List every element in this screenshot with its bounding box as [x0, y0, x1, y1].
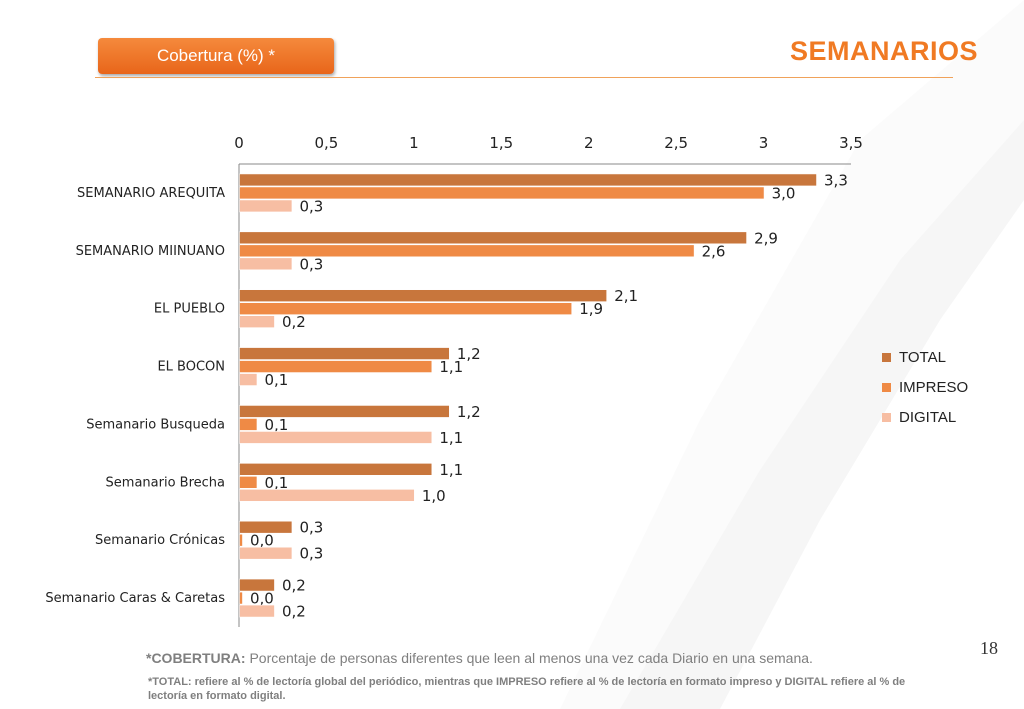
data-label: 0,2: [282, 313, 306, 331]
bar-total: [239, 289, 608, 302]
data-label: 3,0: [772, 184, 796, 202]
data-label: 3,3: [824, 171, 848, 189]
cobertura-term: *COBERTURA:: [146, 650, 246, 666]
x-tick-label: 0: [234, 134, 244, 152]
bar-digital: [239, 546, 293, 560]
category-label: Semanario Caras & Caretas: [45, 591, 225, 606]
category-label: Semanario Crónicas: [95, 533, 225, 548]
data-label: 1,2: [457, 403, 481, 421]
bar-digital: [239, 373, 258, 386]
x-tick-label: 1,5: [489, 134, 513, 152]
bar-impreso: [239, 533, 243, 547]
data-label: 2,9: [754, 229, 778, 247]
bar-impreso: [239, 476, 258, 489]
coverage-badge: Cobertura (%) *: [98, 38, 334, 74]
bar-total: [239, 173, 817, 187]
x-tick-label: 2,5: [664, 134, 688, 152]
category-label: EL BOCON: [157, 360, 225, 375]
legend-swatch: [882, 352, 891, 362]
category-label: Semanario Busqueda: [86, 417, 225, 432]
data-label: 0,0: [250, 532, 274, 550]
legend-label: IMPRESO: [899, 378, 969, 396]
category-label: SEMANARIO MIINUANO: [76, 244, 225, 259]
data-label: 2,1: [614, 287, 638, 305]
bar-impreso: [239, 244, 695, 258]
x-tick-label: 0,5: [314, 134, 338, 152]
x-tick-label: 2: [584, 134, 594, 152]
data-label: 1,1: [439, 461, 463, 479]
page-title: SEMANARIOS: [789, 36, 978, 66]
data-label: 0,2: [282, 577, 306, 595]
data-label: 1,1: [439, 358, 463, 376]
legend-swatch: [882, 382, 891, 392]
footnote: *TOTAL: refiere al % de lectoría global …: [148, 676, 906, 702]
page-number: 18: [980, 638, 998, 658]
data-label: 0,0: [250, 590, 274, 608]
bar-digital: [239, 257, 293, 271]
x-tick-label: 3: [759, 134, 769, 152]
data-label: 1,1: [439, 429, 463, 447]
data-label: 0,3: [299, 519, 323, 537]
legend-item: DIGITAL: [882, 402, 968, 432]
legend-label: TOTAL: [899, 348, 946, 366]
bar-impreso: [239, 360, 433, 373]
cobertura-definition: *COBERTURA: Porcentaje de personas difer…: [146, 650, 813, 666]
chart-legend: TOTAL IMPRESO DIGITAL: [882, 342, 968, 432]
legend-item: IMPRESO: [882, 372, 968, 402]
bar-total: [239, 231, 747, 245]
data-label: 2,6: [702, 242, 726, 260]
data-label: 0,2: [282, 603, 306, 621]
legend-label: DIGITAL: [899, 408, 957, 426]
header-rule: [95, 77, 953, 78]
cobertura-text: Porcentaje de personas diferentes que le…: [245, 650, 813, 666]
data-label: 0,1: [264, 371, 288, 389]
data-label: 0,3: [299, 255, 323, 273]
bar-impreso: [239, 591, 243, 605]
bar-total: [239, 405, 450, 418]
x-tick-label: 3,5: [839, 134, 863, 152]
bar-total: [239, 463, 433, 476]
bar-digital: [239, 489, 415, 502]
legend-item: TOTAL: [882, 342, 968, 372]
bar-digital: [239, 199, 293, 213]
bar-impreso: [239, 186, 765, 200]
bar-total: [239, 578, 275, 592]
x-tick-label: 1: [409, 134, 419, 152]
bar-impreso: [239, 302, 573, 315]
bar-impreso: [239, 418, 258, 431]
category-label: EL PUEBLO: [154, 302, 225, 317]
data-label: 0,1: [264, 416, 288, 434]
data-label: 1,2: [457, 345, 481, 363]
bar-digital: [239, 431, 433, 444]
data-label: 0,3: [299, 545, 323, 563]
category-label: Semanario Brecha: [106, 475, 225, 490]
coverage-badge-label: Cobertura (%) *: [156, 46, 276, 65]
bar-total: [239, 520, 293, 534]
legend-swatch: [882, 412, 891, 422]
bar-digital: [239, 604, 275, 618]
bar-digital: [239, 315, 275, 328]
bar-total: [239, 347, 450, 360]
data-label: 1,9: [579, 300, 603, 318]
category-label: SEMANARIO AREQUITA: [77, 186, 225, 201]
data-label: 0,3: [299, 197, 323, 215]
data-label: 1,0: [422, 487, 446, 505]
data-label: 0,1: [264, 474, 288, 492]
